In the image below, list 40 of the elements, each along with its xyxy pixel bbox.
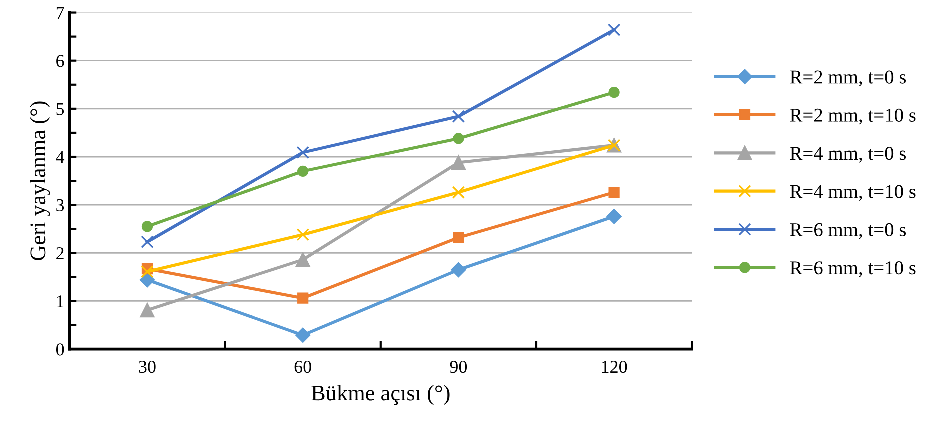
point [142,221,154,232]
point [451,155,466,170]
point [606,209,622,224]
point [452,110,466,124]
x-tick-label: 60 [294,360,312,374]
point [141,236,154,248]
legend-label: R=2 mm, t=10 s [790,108,916,125]
legend-label: R=6 mm, t=10 s [790,262,916,278]
point [296,146,310,160]
y-tick-label: 7 [56,7,64,20]
y-tick-label: 4 [56,151,65,164]
legend-label: R=6 mm, t=0 s [790,223,906,240]
point [453,232,464,244]
y-tick-label: 1 [57,296,64,308]
y-tick-label: 3 [56,199,64,212]
point [453,133,464,144]
y-tick-label: 0 [56,344,64,356]
point [451,262,466,278]
point [296,228,310,242]
point [608,24,621,36]
y-axis-title: Geri yaylanma (°) [30,102,50,260]
y-tick-label: 5 [56,103,64,116]
legend-label: R=2 mm, t=0 s [790,70,906,87]
point [608,87,620,98]
point [296,252,310,268]
x-tick-label: 90 [450,360,468,374]
legend-label: R=4 mm, t=0 s [790,147,906,163]
point [452,186,466,199]
x-tick-label: 30 [139,360,156,374]
x-tick-label: 120 [602,360,628,374]
y-tick-label: 2 [56,247,64,260]
y-tick-label: 6 [56,55,64,68]
point [140,303,155,318]
point [296,328,311,343]
point [298,166,309,177]
point [298,292,309,304]
legend-label: R=4 mm, t=10 s [790,185,916,202]
point [608,187,620,198]
point [141,266,154,278]
x-axis-title: Bükme açısı (°) [312,385,450,406]
